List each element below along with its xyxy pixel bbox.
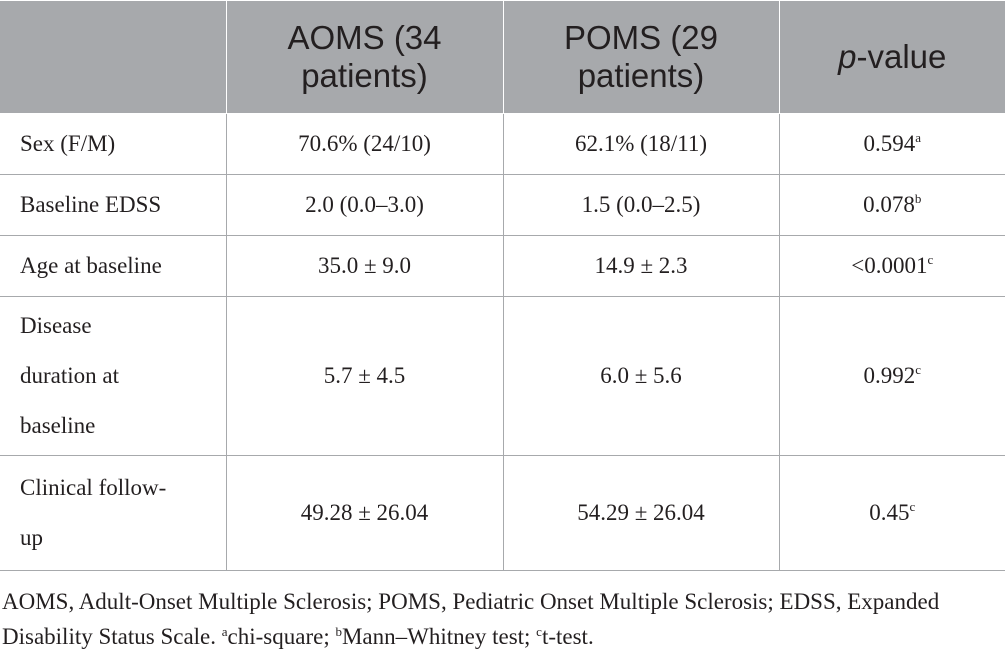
header-poms-line2: patients) bbox=[577, 57, 705, 94]
pvalue-text: 0.594 bbox=[863, 131, 916, 156]
table-row: Sex (F/M) 70.6% (24/10) 62.1% (18/11) 0.… bbox=[0, 113, 1005, 175]
header-poms-line1: POMS (29 bbox=[563, 19, 719, 56]
pvalue-text: 0.45 bbox=[869, 500, 910, 525]
poms-cell: 54.29 ± 26.04 bbox=[502, 455, 780, 571]
aoms-cell: 5.7 ± 4.5 bbox=[225, 296, 504, 456]
table-header: AOMS (34 patients) POMS (29 patients) p-… bbox=[0, 0, 1005, 114]
pvalue-footnote-marker: c bbox=[927, 252, 934, 267]
table-row: Age at baseline 35.0 ± 9.0 14.9 ± 2.3 <0… bbox=[0, 235, 1005, 297]
table-row: Baseline EDSS 2.0 (0.0–3.0) 1.5 (0.0–2.5… bbox=[0, 174, 1005, 236]
row-label-line: duration at bbox=[20, 363, 119, 388]
footnote-a-text: chi-square; bbox=[227, 624, 336, 649]
row-label: Age at baseline bbox=[0, 235, 227, 297]
footnote-marker-c: c bbox=[536, 624, 542, 639]
header-pvalue-rest: -value bbox=[856, 38, 947, 75]
table-body: Sex (F/M) 70.6% (24/10) 62.1% (18/11) 0.… bbox=[0, 113, 1005, 571]
pvalue-footnote-marker: b bbox=[914, 191, 922, 206]
pvalue-text: 0.992 bbox=[863, 363, 916, 388]
row-label: Clinical follow- up bbox=[0, 455, 227, 571]
aoms-cell: 35.0 ± 9.0 bbox=[225, 235, 504, 297]
pvalue-cell: 0.45c bbox=[778, 455, 1005, 571]
footnote-main-text: AOMS, Adult-Onset Multiple Sclerosis; PO… bbox=[2, 589, 940, 649]
header-pvalue-italic: p bbox=[838, 38, 857, 75]
header-aoms-line2: patients) bbox=[301, 57, 428, 94]
footnote-b-text: Mann–Whitney test; bbox=[341, 624, 537, 649]
pvalue-cell: 0.992c bbox=[778, 296, 1005, 456]
header-aoms-line1: AOMS (34 bbox=[287, 19, 442, 56]
pvalue-cell: <0.0001c bbox=[778, 235, 1005, 297]
row-label: Sex (F/M) bbox=[0, 113, 227, 175]
pvalue-text: <0.0001 bbox=[851, 253, 928, 278]
data-table: AOMS (34 patients) POMS (29 patients) p-… bbox=[0, 0, 1005, 571]
row-label-line: Clinical follow- bbox=[20, 475, 167, 500]
footnote-c-text: t-test. bbox=[541, 624, 594, 649]
pvalue-footnote-marker: c bbox=[909, 499, 916, 514]
pvalue-footnote-marker: c bbox=[915, 362, 922, 377]
poms-cell: 14.9 ± 2.3 bbox=[502, 235, 780, 297]
table-row: Disease duration at baseline 5.7 ± 4.5 6… bbox=[0, 296, 1005, 456]
poms-cell: 62.1% (18/11) bbox=[502, 113, 780, 175]
footnote-marker-b: b bbox=[335, 624, 342, 639]
header-cell-poms: POMS (29 patients) bbox=[502, 0, 780, 114]
footnote-marker-a: a bbox=[221, 624, 228, 639]
row-label: Baseline EDSS bbox=[0, 174, 227, 236]
header-row: AOMS (34 patients) POMS (29 patients) p-… bbox=[0, 0, 1005, 114]
pvalue-text: 0.078 bbox=[863, 192, 915, 217]
row-label-line: Disease bbox=[20, 313, 92, 338]
table-row: Clinical follow- up 49.28 ± 26.04 54.29 … bbox=[0, 455, 1005, 571]
aoms-cell: 49.28 ± 26.04 bbox=[225, 455, 504, 571]
poms-cell: 6.0 ± 5.6 bbox=[502, 296, 780, 456]
header-cell-blank bbox=[0, 0, 227, 114]
pvalue-footnote-marker: a bbox=[915, 130, 922, 145]
row-label-line: baseline bbox=[20, 413, 96, 438]
pvalue-cell: 0.594a bbox=[778, 113, 1005, 175]
table-footnote: AOMS, Adult-Onset Multiple Sclerosis; PO… bbox=[2, 584, 1002, 654]
header-cell-aoms: AOMS (34 patients) bbox=[225, 0, 504, 114]
aoms-cell: 2.0 (0.0–3.0) bbox=[225, 174, 504, 236]
header-cell-pvalue: p-value bbox=[778, 0, 1005, 114]
pvalue-cell: 0.078b bbox=[778, 174, 1005, 236]
aoms-cell: 70.6% (24/10) bbox=[225, 113, 504, 175]
poms-cell: 1.5 (0.0–2.5) bbox=[502, 174, 780, 236]
row-label: Disease duration at baseline bbox=[0, 296, 227, 456]
row-label-line: up bbox=[20, 525, 43, 550]
